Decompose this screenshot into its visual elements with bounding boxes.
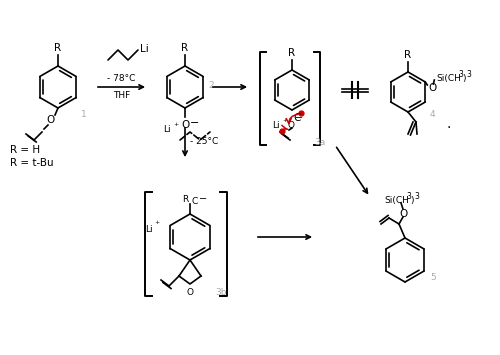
Text: R: R	[54, 43, 62, 53]
Text: R = t-Bu: R = t-Bu	[10, 158, 54, 168]
Text: R: R	[288, 48, 296, 58]
Text: - 78°C: - 78°C	[108, 74, 136, 83]
Text: 3a: 3a	[314, 138, 325, 147]
Text: 3: 3	[406, 192, 411, 201]
Text: R: R	[182, 43, 188, 53]
Text: O: O	[288, 121, 295, 131]
FancyArrowPatch shape	[280, 125, 287, 130]
Text: O: O	[181, 120, 189, 130]
Text: 3: 3	[458, 70, 463, 79]
Text: R: R	[182, 196, 188, 204]
Text: ): )	[410, 196, 414, 204]
Text: 1: 1	[81, 110, 87, 119]
Text: 3: 3	[414, 192, 419, 201]
Text: O: O	[186, 288, 194, 297]
Text: +: +	[282, 118, 287, 123]
Text: +: +	[173, 122, 178, 127]
Text: Si(CH: Si(CH	[384, 196, 409, 204]
Text: Li: Li	[164, 126, 171, 135]
Text: O: O	[47, 115, 55, 125]
Text: −: −	[190, 118, 200, 128]
Text: 5: 5	[430, 273, 436, 282]
Text: 3b: 3b	[215, 288, 226, 297]
Text: −: −	[295, 113, 303, 123]
Text: Li: Li	[146, 224, 153, 234]
Text: ): )	[462, 73, 466, 82]
Text: 4: 4	[430, 110, 436, 119]
Text: 2: 2	[208, 81, 214, 89]
Text: Li: Li	[272, 121, 280, 131]
Text: THF: THF	[113, 91, 130, 100]
Text: C: C	[192, 197, 198, 206]
Text: R = H: R = H	[10, 145, 40, 155]
Text: −: −	[199, 194, 207, 204]
Text: 3: 3	[466, 70, 471, 79]
Text: - 25°C: - 25°C	[190, 137, 218, 147]
Text: O: O	[400, 209, 408, 219]
Text: .: .	[446, 117, 450, 131]
Text: O: O	[428, 83, 436, 93]
Text: R: R	[404, 50, 411, 60]
FancyArrowPatch shape	[286, 114, 298, 124]
Text: C: C	[293, 113, 300, 123]
Text: +: +	[154, 220, 159, 225]
Text: Si(CH: Si(CH	[436, 73, 461, 82]
Text: Li: Li	[140, 44, 149, 54]
